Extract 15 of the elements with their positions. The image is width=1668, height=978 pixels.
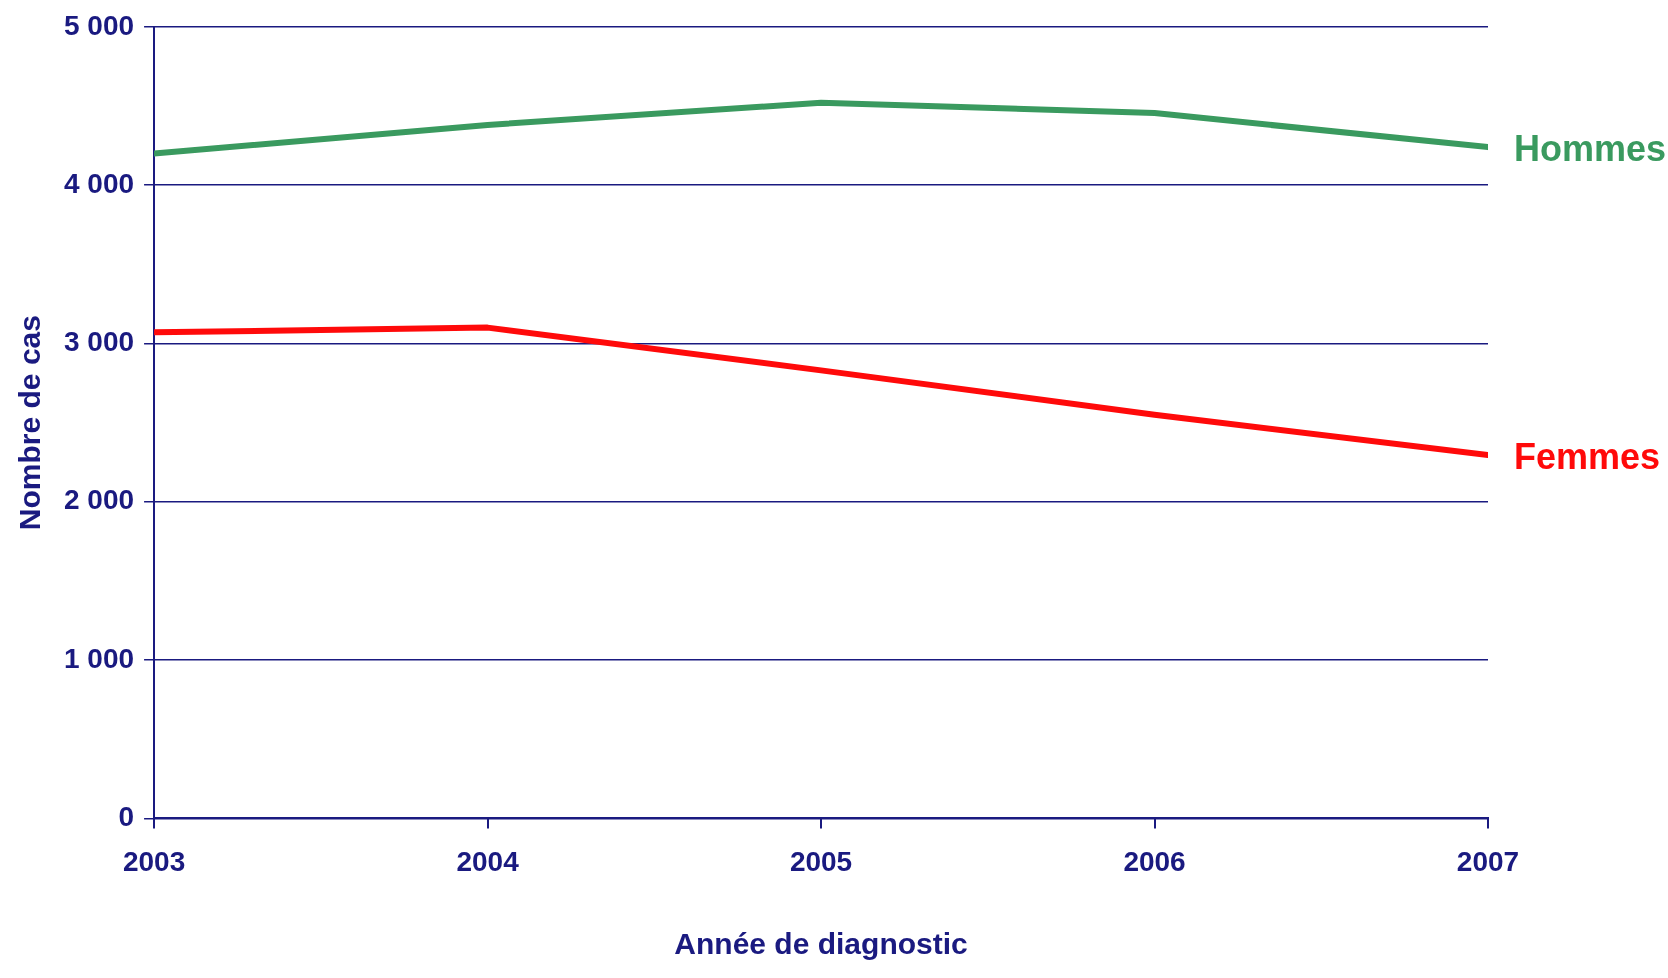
x-tick-label: 2006 [1123,845,1186,877]
series-label: Hommes [1514,128,1667,170]
y-tick-label: 2 000 [63,484,135,516]
y-tick-label: 3 000 [63,326,135,358]
x-axis-title: Année de diagnostic [674,927,968,961]
x-tick-label: 2007 [1456,845,1520,877]
y-tick-label: 5 000 [63,9,135,41]
y-tick-label: 1 000 [63,642,135,674]
x-tick-label: 2004 [456,845,520,877]
y-tick-label: 4 000 [63,167,135,199]
series-label: Femmes [1514,435,1661,477]
x-tick-label: 2005 [789,845,853,877]
x-tick-label: 2003 [122,845,186,877]
y-tick-label: 0 [118,801,135,833]
y-axis-title: Nombre de cas [13,315,47,531]
